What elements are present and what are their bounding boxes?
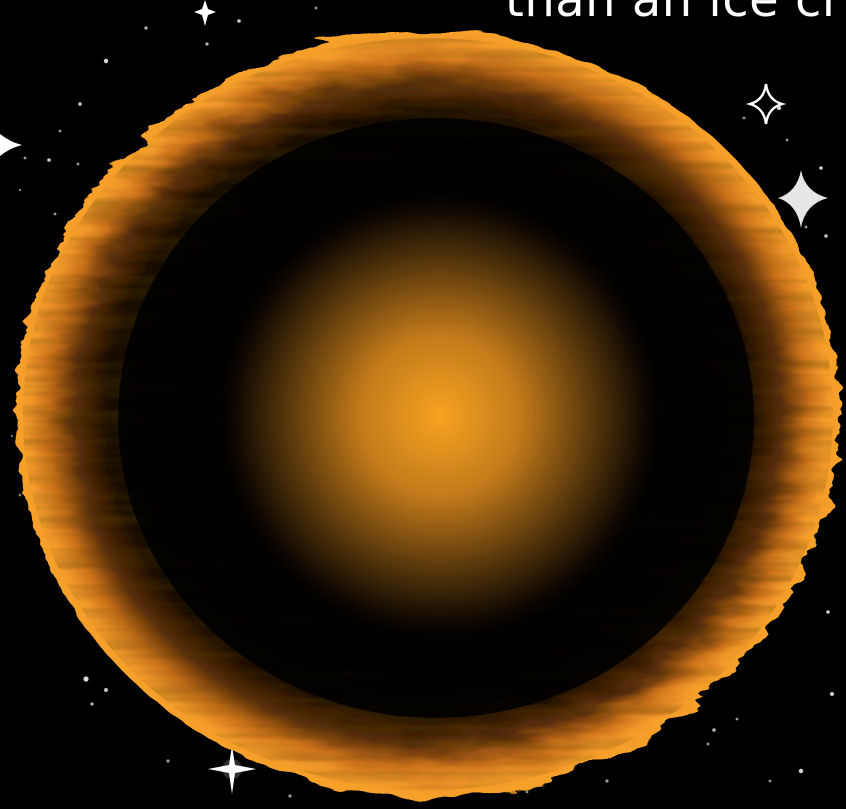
star-dot-icon [314, 6, 318, 10]
star-dot-icon [47, 158, 51, 162]
star-dot-icon [288, 794, 292, 798]
four-point-sparkle-icon [745, 83, 787, 125]
star-dot-icon [824, 234, 828, 238]
caption-text: than an ice cr [505, 0, 843, 28]
star-dot-icon [58, 129, 62, 133]
star-dot-icon [18, 493, 22, 497]
star-dot-icon [166, 759, 170, 763]
star-dot-icon [525, 790, 529, 794]
glowing-orb [8, 16, 846, 808]
star-dot-icon [819, 166, 823, 170]
star-dot-icon [78, 102, 82, 106]
star-dot-icon [104, 688, 108, 692]
star-dot-icon [826, 610, 830, 614]
four-point-sparkle-icon [778, 170, 828, 228]
four-point-sparkle-icon [0, 134, 22, 156]
star-dot-icon [144, 26, 148, 30]
star-dot-icon [712, 728, 716, 732]
star-dot-icon [18, 188, 22, 192]
star-dot-icon [76, 162, 80, 166]
star-dot-icon [768, 779, 772, 783]
star-dot-icon [804, 225, 808, 229]
star-dot-icon [53, 212, 57, 216]
star-dot-icon [205, 42, 209, 46]
star-dot-icon [23, 156, 27, 160]
star-dot-icon [830, 692, 834, 696]
star-dot-icon [785, 138, 789, 142]
star-dot-icon [237, 19, 241, 23]
orb-core [210, 184, 670, 648]
star-dot-icon [798, 768, 804, 774]
star-dot-icon [103, 58, 109, 64]
four-point-sparkle-icon [208, 746, 256, 794]
star-dot-icon [735, 717, 739, 721]
star-dot-icon [418, 798, 422, 802]
star-dot-icon [605, 779, 609, 783]
star-dot-icon [10, 434, 14, 438]
star-dot-icon [83, 676, 89, 682]
star-dot-icon [777, 106, 781, 110]
star-dot-icon [742, 116, 746, 120]
star-dot-icon [90, 702, 94, 706]
four-point-sparkle-icon [194, 0, 216, 26]
star-dot-icon [706, 742, 710, 746]
